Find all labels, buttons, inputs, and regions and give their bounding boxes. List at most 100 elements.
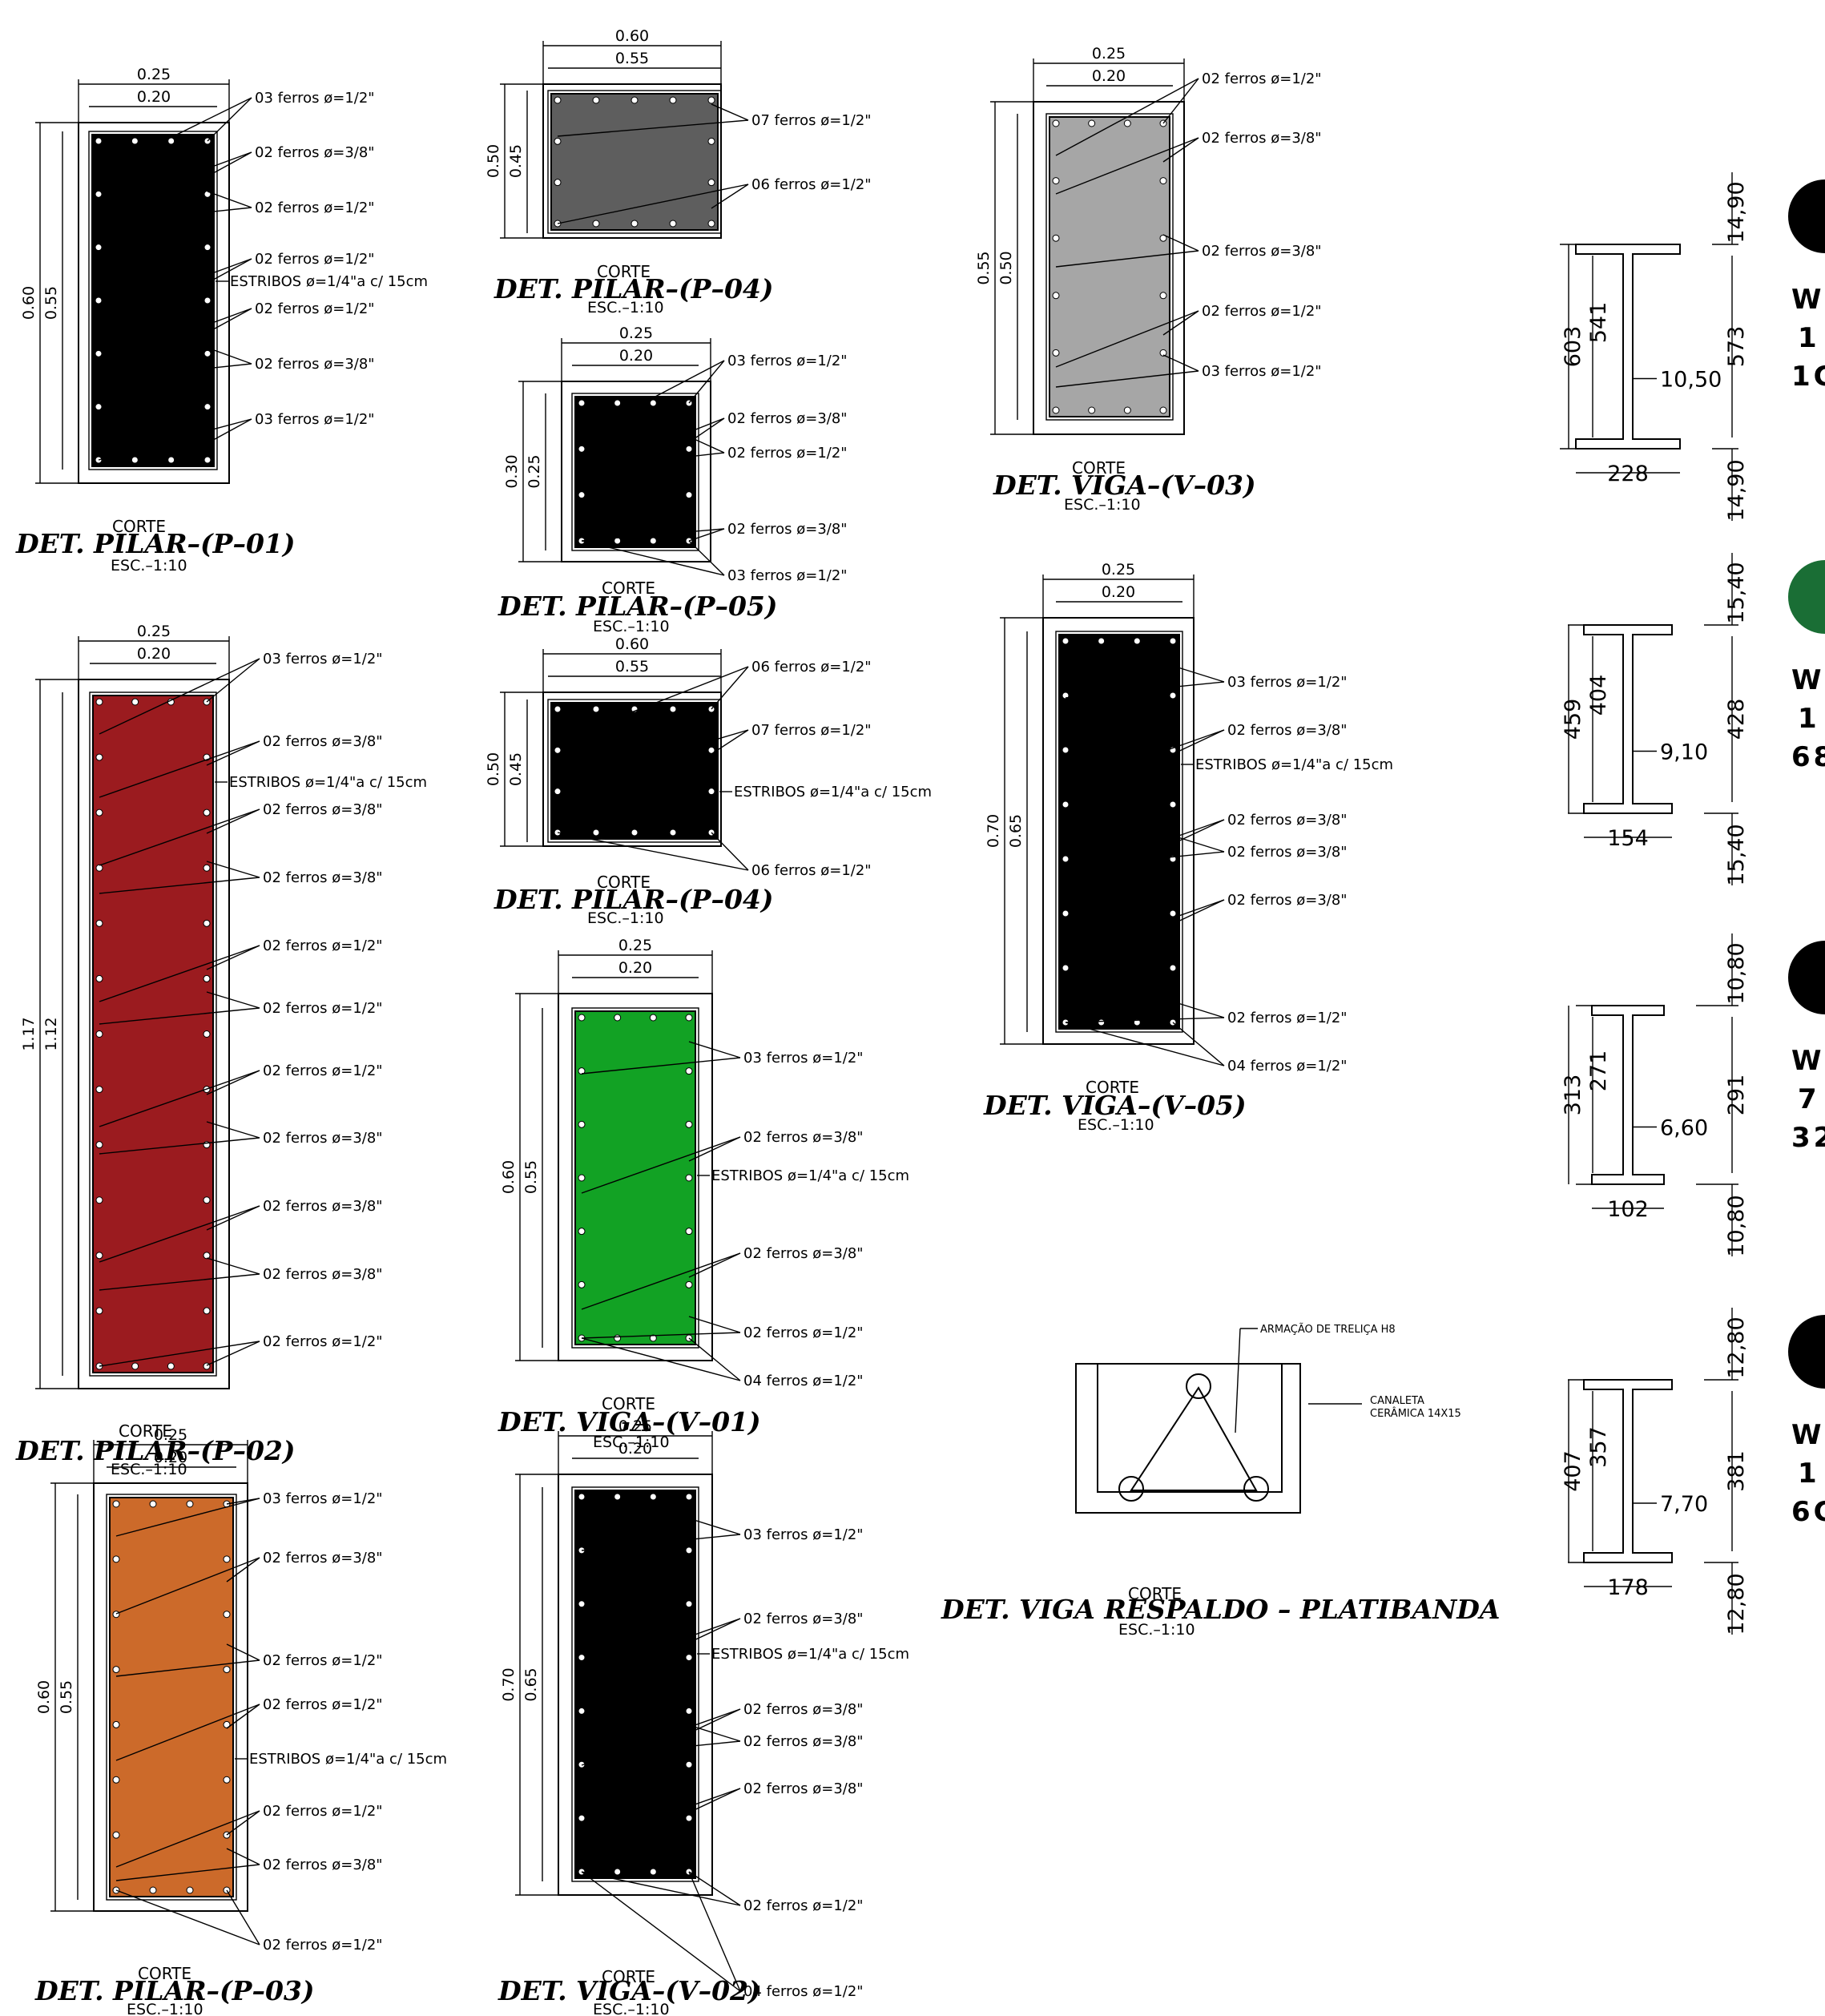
rebar-dot xyxy=(203,864,211,872)
rebar-leader xyxy=(206,1257,260,1275)
rebar-leader xyxy=(1172,899,1225,925)
rebar-dot xyxy=(1062,909,1070,917)
inner-width-label: 0.55 xyxy=(615,658,649,675)
rebar-leader xyxy=(207,308,252,333)
section-p04a: 0.60 0.55 0.50 0.45 07 ferros ø=1/2" 06 ferro… xyxy=(485,27,872,317)
rebar-dot xyxy=(614,1868,622,1876)
rebar-dot xyxy=(630,829,639,837)
section-p05: 0.25 0.20 0.30 0.25 03 ferros ø=1/2" 02 ferro… xyxy=(498,325,848,635)
rebar-dot xyxy=(614,1334,622,1342)
rebar-leader xyxy=(581,1788,741,1845)
rebar-dot xyxy=(685,1174,693,1182)
rebar-leader xyxy=(581,528,725,542)
rebar-dot xyxy=(554,137,562,145)
rebar-leader xyxy=(711,183,749,209)
rebar-dot xyxy=(95,349,103,357)
rebar-dot xyxy=(630,220,639,228)
rebar-dot xyxy=(1062,800,1070,808)
rebar-dot xyxy=(592,829,600,837)
rebar-dot xyxy=(186,1886,194,1894)
profile-flange-bottom: 14,90 xyxy=(1724,459,1749,521)
rebar-dot xyxy=(649,1493,657,1501)
outer-form-rect xyxy=(1033,101,1185,435)
rebar-leader xyxy=(115,1810,260,1868)
rebar-dot xyxy=(1169,909,1177,917)
rebar-dot xyxy=(203,1252,211,1260)
section-title: DET. VIGA RESPALDO – PLATIBANDA xyxy=(941,1594,1501,1625)
rebar-leader xyxy=(1055,137,1199,195)
concrete-section xyxy=(550,702,719,840)
rebar-leader xyxy=(1065,681,1225,699)
section-title: DET. PILAR–(P–01) xyxy=(15,528,296,559)
scale-label: ESC.–1:10 xyxy=(111,557,187,575)
rebar-leader xyxy=(1065,899,1225,957)
profile-line1: 7 xyxy=(1798,1083,1820,1115)
rebar-dot xyxy=(203,296,212,304)
rebar-label: 03 ferros ø=1/2" xyxy=(1202,363,1322,380)
rebar-dot xyxy=(1159,349,1167,357)
profile-hr: 381 xyxy=(1724,1450,1749,1492)
rebar-leader xyxy=(207,191,252,208)
scale-label: ESC.–1:10 xyxy=(587,909,664,927)
rebar-leader xyxy=(115,1864,260,1881)
rebar-leader xyxy=(99,1070,260,1127)
stirrup-rect xyxy=(571,1486,699,1882)
rebar-leader xyxy=(581,1708,741,1766)
concrete-section xyxy=(574,396,696,548)
corte-label: CORTE xyxy=(119,1421,172,1441)
rebar-label: 02 ferros ø=1/2" xyxy=(727,445,848,462)
inner-height-label: 0.55 xyxy=(522,1160,540,1194)
rebar-dot xyxy=(669,829,677,837)
rebar-leader xyxy=(688,1041,741,1058)
rebar-label: 02 ferros ø=3/8" xyxy=(1227,844,1348,861)
rebar-leader xyxy=(99,1007,260,1025)
inner-height-label: 1.12 xyxy=(42,1017,60,1050)
stirrup-rect xyxy=(1045,113,1174,421)
rebar-label: 02 ferros ø=1/2" xyxy=(263,1000,383,1017)
rebar-leader xyxy=(99,740,260,798)
rebar-dot xyxy=(95,1086,103,1094)
scale-label: ESC.–1:10 xyxy=(127,2001,203,2016)
rebar-label: 02 ferros ø=1/2" xyxy=(743,1897,864,1914)
rebar-dot xyxy=(685,445,693,453)
rebar-leader xyxy=(115,1704,260,1761)
rebar-dot xyxy=(554,746,562,754)
profile-name: W xyxy=(1791,1419,1825,1451)
profile-height: 313 xyxy=(1561,1075,1585,1116)
rebar-leader xyxy=(206,861,260,878)
rebar-label: 02 ferros ø=1/2" xyxy=(743,1325,864,1341)
rebar-dot xyxy=(649,537,657,545)
rebar-dot xyxy=(578,1014,586,1022)
rebar-leader xyxy=(688,1252,741,1278)
rebar-leader xyxy=(99,945,260,1002)
rebar-leader xyxy=(1172,665,1225,683)
rebar-dot xyxy=(1159,292,1167,300)
profile-web-thickness: 6,60 xyxy=(1660,1116,1708,1141)
i-beam-outline xyxy=(1575,244,1681,450)
profile-flange-bottom: 15,40 xyxy=(1724,824,1749,885)
profile-flange-top: 12,80 xyxy=(1724,1316,1749,1378)
rebar-label: 02 ferros ø=3/8" xyxy=(743,1701,864,1718)
inner-width-label: 0.20 xyxy=(618,959,652,977)
rebar-leader xyxy=(98,258,252,316)
profile-flange-top: 14,90 xyxy=(1724,181,1749,243)
rebar-leader xyxy=(688,360,725,404)
rebar-leader xyxy=(206,945,260,970)
inner-width-label: 0.20 xyxy=(137,645,171,663)
rebar-dot xyxy=(1088,406,1096,414)
rebar-dot xyxy=(95,296,103,304)
rebar-dot xyxy=(554,96,562,104)
rebar-dot xyxy=(167,456,175,464)
rebar-label: 07 ferros ø=1/2" xyxy=(751,722,872,739)
rebar-leader xyxy=(1055,250,1199,268)
scale-label: ESC.–1:10 xyxy=(593,618,670,635)
rebar-leader xyxy=(206,991,260,1009)
rebar-dot xyxy=(630,96,639,104)
concrete-section xyxy=(1058,634,1180,1030)
rebar-leader xyxy=(206,1121,260,1139)
rebar-dot xyxy=(685,491,693,499)
rebar-dot xyxy=(95,1141,103,1149)
rebar-leader xyxy=(1065,729,1225,787)
truss-bar-top xyxy=(1186,1373,1211,1399)
